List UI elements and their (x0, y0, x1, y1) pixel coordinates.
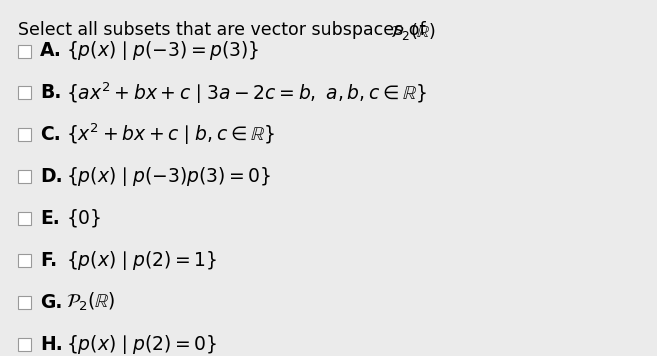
Text: D.: D. (40, 167, 62, 186)
Text: B.: B. (40, 83, 61, 103)
Text: G.: G. (40, 293, 62, 312)
FancyBboxPatch shape (18, 337, 31, 351)
Text: $\{p(x)\mid p(-3)p(3) = 0\}$: $\{p(x)\mid p(-3)p(3) = 0\}$ (66, 165, 271, 188)
Text: Select all subsets that are vector subspaces of: Select all subsets that are vector subsp… (18, 21, 431, 39)
Text: $\{p(x)\mid p(2) = 0\}$: $\{p(x)\mid p(2) = 0\}$ (66, 333, 217, 356)
FancyBboxPatch shape (18, 128, 31, 141)
Text: $\{p(x)\mid p(-3) = p(3)\}$: $\{p(x)\mid p(-3) = p(3)\}$ (66, 40, 260, 63)
Text: A.: A. (40, 42, 62, 61)
Text: F.: F. (40, 251, 57, 270)
Text: $\{p(x)\mid p(2) = 1\}$: $\{p(x)\mid p(2) = 1\}$ (66, 249, 217, 272)
Text: $\mathcal{P}_2(\mathbb{R})$: $\mathcal{P}_2(\mathbb{R})$ (390, 21, 436, 42)
Text: $\{0\}$: $\{0\}$ (66, 208, 101, 229)
FancyBboxPatch shape (18, 295, 31, 309)
Text: $\{x^2 + bx + c\mid b, c \in \mathbb{R}\}$: $\{x^2 + bx + c\mid b, c \in \mathbb{R}\… (66, 122, 275, 147)
Text: E.: E. (40, 209, 60, 228)
Text: H.: H. (40, 335, 63, 354)
FancyBboxPatch shape (18, 87, 31, 99)
FancyBboxPatch shape (18, 212, 31, 225)
Text: $\{ax^2 + bx + c\mid 3a - 2c = b,\ a, b, c \in \mathbb{R}\}$: $\{ax^2 + bx + c\mid 3a - 2c = b,\ a, b,… (66, 80, 426, 106)
FancyBboxPatch shape (18, 44, 31, 58)
FancyBboxPatch shape (18, 170, 31, 183)
FancyBboxPatch shape (18, 254, 31, 267)
Text: $\mathcal{P}_2(\mathbb{R})$: $\mathcal{P}_2(\mathbb{R})$ (66, 291, 116, 313)
Text: C.: C. (40, 125, 60, 144)
